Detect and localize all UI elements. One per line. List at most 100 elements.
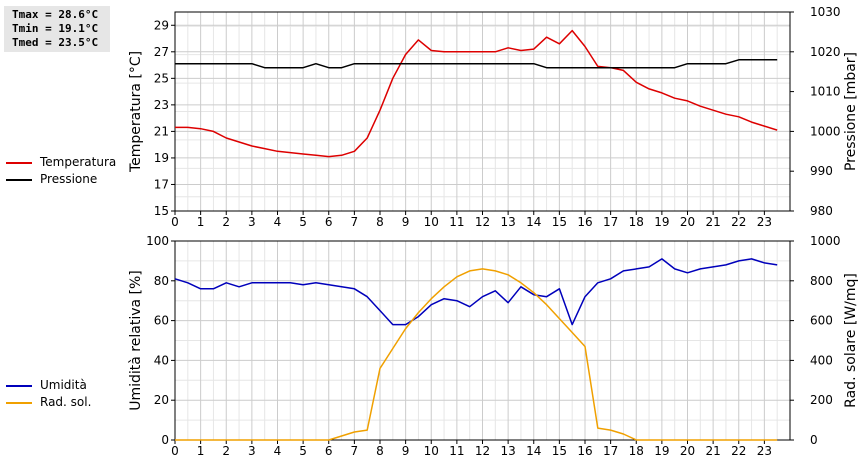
y2-tick-label: 800 — [810, 274, 833, 288]
series-line-pressione — [175, 59, 778, 69]
x-tick-label: 21 — [705, 215, 720, 229]
x-tick-label: 11 — [449, 215, 464, 229]
tmax-stat: Tmax = 28.6°C — [12, 8, 99, 21]
x-tick-label: 2 — [222, 444, 230, 458]
series-line-rad-sol- — [175, 268, 778, 441]
x-tick-label: 22 — [731, 215, 746, 229]
y-tick-label: 100 — [146, 234, 169, 248]
x-tick-label: 5 — [299, 444, 307, 458]
x-tick-label: 10 — [424, 444, 439, 458]
x-tick-label: 16 — [577, 215, 592, 229]
y-tick-label: 21 — [154, 124, 169, 138]
x-tick-label: 10 — [424, 215, 439, 229]
x-tick-label: 21 — [705, 444, 720, 458]
y-tick-label: 19 — [154, 151, 169, 165]
legend-label-umidita: Umidità — [40, 378, 87, 392]
legend-swatch-radsol — [6, 402, 32, 404]
y-tick-label: 40 — [154, 353, 169, 367]
x-tick-label: 8 — [376, 444, 384, 458]
y2-tick-label: 1020 — [810, 45, 841, 59]
stats-box: Tmax = 28.6°C Tmin = 19.1°C Tmed = 23.5°… — [4, 6, 110, 52]
x-tick-label: 14 — [526, 215, 541, 229]
x-tick-label: 1 — [197, 215, 205, 229]
x-tick-label: 15 — [552, 215, 567, 229]
x-tick-label: 4 — [274, 444, 282, 458]
chart-humidity-radiation: 0 1 2 3 4 5 6 7 8 9 10 11 12 13 14 15 16 17 18 19 20 21 22 2302… — [128, 234, 859, 458]
x-tick-label: 14 — [526, 444, 541, 458]
tmed-stat: Tmed = 23.5°C — [12, 36, 99, 49]
x-tick-label: 0 — [171, 215, 179, 229]
x-tick-label: 5 — [299, 215, 307, 229]
y-tick-label: 29 — [154, 18, 169, 32]
y2-tick-label: 1010 — [810, 85, 841, 99]
x-tick-label: 6 — [325, 444, 333, 458]
legend-label-pressione: Pressione — [40, 172, 98, 186]
x-tick-label: 22 — [731, 444, 746, 458]
x-tick-label: 3 — [248, 444, 256, 458]
y2-tick-label: 400 — [810, 353, 833, 367]
x-tick-label: 23 — [757, 215, 772, 229]
legend-label-radsol: Rad. sol. — [40, 395, 92, 409]
legend-label-temperatura: Temperatura — [40, 155, 117, 169]
series-line-umidit- — [174, 258, 778, 326]
x-tick-label: 13 — [500, 215, 515, 229]
x-tick-label: 18 — [629, 215, 644, 229]
y2-axis-label: Rad. solare [W/mq] — [843, 273, 859, 408]
y-tick-label: 80 — [154, 274, 169, 288]
x-tick-label: 8 — [376, 215, 384, 229]
legend-top: Temperatura Pressione — [6, 154, 116, 188]
y2-tick-label: 1030 — [810, 5, 841, 19]
x-tick-label: 0 — [171, 444, 179, 458]
x-tick-label: 23 — [757, 444, 772, 458]
legend-swatch-pressione — [6, 179, 32, 181]
x-tick-label: 6 — [325, 215, 333, 229]
x-tick-label: 17 — [603, 215, 618, 229]
x-tick-label: 9 — [402, 444, 410, 458]
tmin-stat: Tmin = 19.1°C — [12, 22, 99, 35]
x-tick-label: 12 — [475, 444, 490, 458]
y-tick-label: 0 — [161, 433, 169, 447]
y2-tick-label: 1000 — [810, 124, 841, 138]
y-tick-label: 20 — [154, 393, 169, 407]
x-tick-label: 7 — [351, 444, 359, 458]
legend-swatch-temperatura — [6, 162, 32, 164]
y-tick-label: 15 — [154, 204, 169, 218]
y2-axis-label: Pressione [mbar] — [843, 52, 859, 171]
x-tick-label: 2 — [222, 215, 230, 229]
x-tick-label: 1 — [197, 444, 205, 458]
x-tick-label: 16 — [577, 444, 592, 458]
chart-temperature-pressure: 0 1 2 3 4 5 6 7 8 9 10 11 12 13 14 15 16 17 18 19 20 21 22 2315… — [128, 5, 859, 229]
y-tick-label: 25 — [154, 71, 169, 85]
legend-item-temperatura: Temperatura — [6, 154, 116, 171]
y-axis-label: Umidità relativa [%] — [128, 270, 144, 411]
x-tick-label: 19 — [654, 215, 669, 229]
y2-tick-label: 200 — [810, 393, 833, 407]
x-tick-label: 18 — [629, 444, 644, 458]
y2-tick-label: 0 — [810, 433, 818, 447]
y-tick-label: 27 — [154, 45, 169, 59]
legend-bottom-true: Umidità Rad. sol. — [6, 377, 91, 411]
x-tick-label: 9 — [402, 215, 410, 229]
y-tick-label: 23 — [154, 98, 169, 112]
x-tick-label: 12 — [475, 215, 490, 229]
legend-item-umidita: Umidità — [6, 377, 91, 394]
legend-swatch-umidita — [6, 385, 32, 387]
x-tick-label: 15 — [552, 444, 567, 458]
y-tick-label: 17 — [154, 177, 169, 191]
y2-tick-label: 600 — [810, 314, 833, 328]
x-tick-label: 11 — [449, 444, 464, 458]
legend-item-radsol: Rad. sol. — [6, 394, 91, 411]
x-tick-label: 20 — [680, 215, 695, 229]
series-line-temperatura — [175, 29, 778, 158]
y2-tick-label: 980 — [810, 204, 833, 218]
y-tick-label: 60 — [154, 314, 169, 328]
x-tick-label: 17 — [603, 444, 618, 458]
y2-tick-label: 1000 — [810, 234, 841, 248]
x-tick-label: 3 — [248, 215, 256, 229]
x-tick-label: 4 — [274, 215, 282, 229]
legend-item-pressione: Pressione — [6, 171, 116, 188]
x-tick-label: 19 — [654, 444, 669, 458]
x-tick-label: 20 — [680, 444, 695, 458]
x-tick-label: 7 — [351, 215, 359, 229]
